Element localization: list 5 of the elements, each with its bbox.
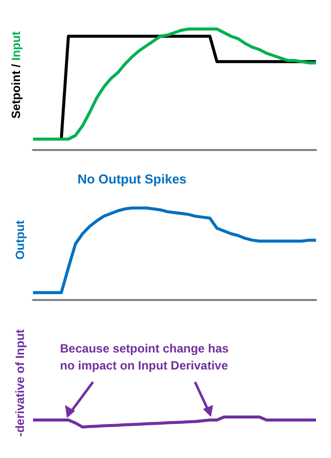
text: Because setpoint change has no impact on Input Derivative bbox=[60, 342, 232, 372]
y-axis-title: Output bbox=[13, 220, 27, 260]
y-axis-title: Setpoint / Input bbox=[9, 31, 23, 119]
y-axis-title: -derivative of Input bbox=[13, 329, 27, 437]
chart-title: No Output Spikes bbox=[77, 172, 187, 186]
